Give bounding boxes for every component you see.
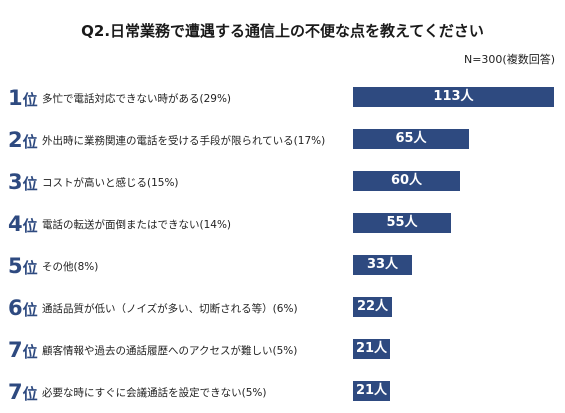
bar-value-label: 113人: [433, 89, 474, 104]
rank-label: 6位: [8, 295, 38, 321]
bar-value-label: 33人: [366, 257, 399, 272]
rank-number: 6: [8, 296, 23, 320]
bar-row: 1位 多忙で電話対応できない時がある(29%) 113人: [0, 85, 565, 111]
bar-value-label: 65人: [395, 131, 427, 146]
rank-suffix: 位: [22, 301, 38, 319]
bar-row: 6位 通話品質が低い（ノイズが多い、切断される等）(6%) 22人: [0, 295, 565, 321]
bar-value-label: 21人: [355, 341, 388, 356]
bar-value-label: 55人: [386, 215, 418, 230]
bar: [353, 87, 554, 107]
rank-suffix: 位: [22, 175, 38, 193]
chart-title: Q2.日常業務で遭遇する通信上の不便な点を教えてください: [81, 22, 484, 40]
bar: [353, 255, 412, 275]
category-label: 外出時に業務関連の電話を受ける手段が限られている(17%): [42, 135, 326, 147]
rank-number: 2: [8, 128, 23, 152]
sample-size-note: N=300(複数回答): [463, 53, 555, 66]
rank-suffix: 位: [22, 343, 38, 361]
bar: [353, 171, 460, 191]
rank-number: 4: [8, 212, 23, 236]
rank-number: 7: [8, 380, 23, 404]
rank-label: 3位: [8, 169, 38, 195]
rank-label: 2位: [8, 127, 38, 153]
bar-row: 5位 その他(8%) 33人: [0, 253, 565, 279]
rank-number: 3: [8, 170, 23, 194]
category-label: コストが高いと感じる(15%): [42, 177, 179, 189]
bar-value-label: 22人: [356, 299, 389, 314]
category-label: 顧客情報や過去の通話履歴へのアクセスが難しい(5%): [42, 345, 298, 357]
rank-suffix: 位: [22, 217, 38, 235]
rank-label: 5位: [8, 253, 38, 279]
rank-label: 4位: [8, 211, 38, 237]
bar-row: 3位 コストが高いと感じる(15%) 60人: [0, 169, 565, 195]
category-label: 通話品質が低い（ノイズが多い、切断される等）(6%): [42, 303, 298, 315]
rank-number: 5: [8, 254, 23, 278]
category-label: 電話の転送が面倒またはできない(14%): [42, 219, 232, 231]
rank-number: 7: [8, 338, 23, 362]
category-label: 必要な時にすぐに会議通話を設定できない(5%): [42, 387, 267, 399]
category-label: その他(8%): [42, 261, 99, 273]
bar: [353, 381, 390, 401]
bar: [353, 129, 469, 149]
rank-suffix: 位: [22, 259, 38, 277]
rank-label: 7位: [8, 379, 38, 405]
bar-row: 4位 電話の転送が面倒またはできない(14%) 55人: [0, 211, 565, 237]
bar-row: 2位 外出時に業務関連の電話を受ける手段が限られている(17%) 65人: [0, 127, 565, 153]
bar-row: 7位 顧客情報や過去の通話履歴へのアクセスが難しい(5%) 21人: [0, 337, 565, 363]
rank-suffix: 位: [22, 385, 38, 403]
bar: [353, 339, 390, 359]
bar: [353, 213, 451, 233]
bar-value-label: 21人: [355, 383, 388, 398]
rank-label: 7位: [8, 337, 38, 363]
bar-value-label: 60人: [390, 173, 423, 188]
rank-suffix: 位: [22, 91, 38, 109]
bar: [353, 297, 392, 317]
rank-number: 1: [8, 86, 23, 110]
rank-suffix: 位: [22, 133, 38, 151]
rank-label: 1位: [8, 85, 38, 111]
category-label: 多忙で電話対応できない時がある(29%): [42, 93, 232, 105]
bar-row: 7位 必要な時にすぐに会議通話を設定できない(5%) 21人: [0, 379, 565, 405]
